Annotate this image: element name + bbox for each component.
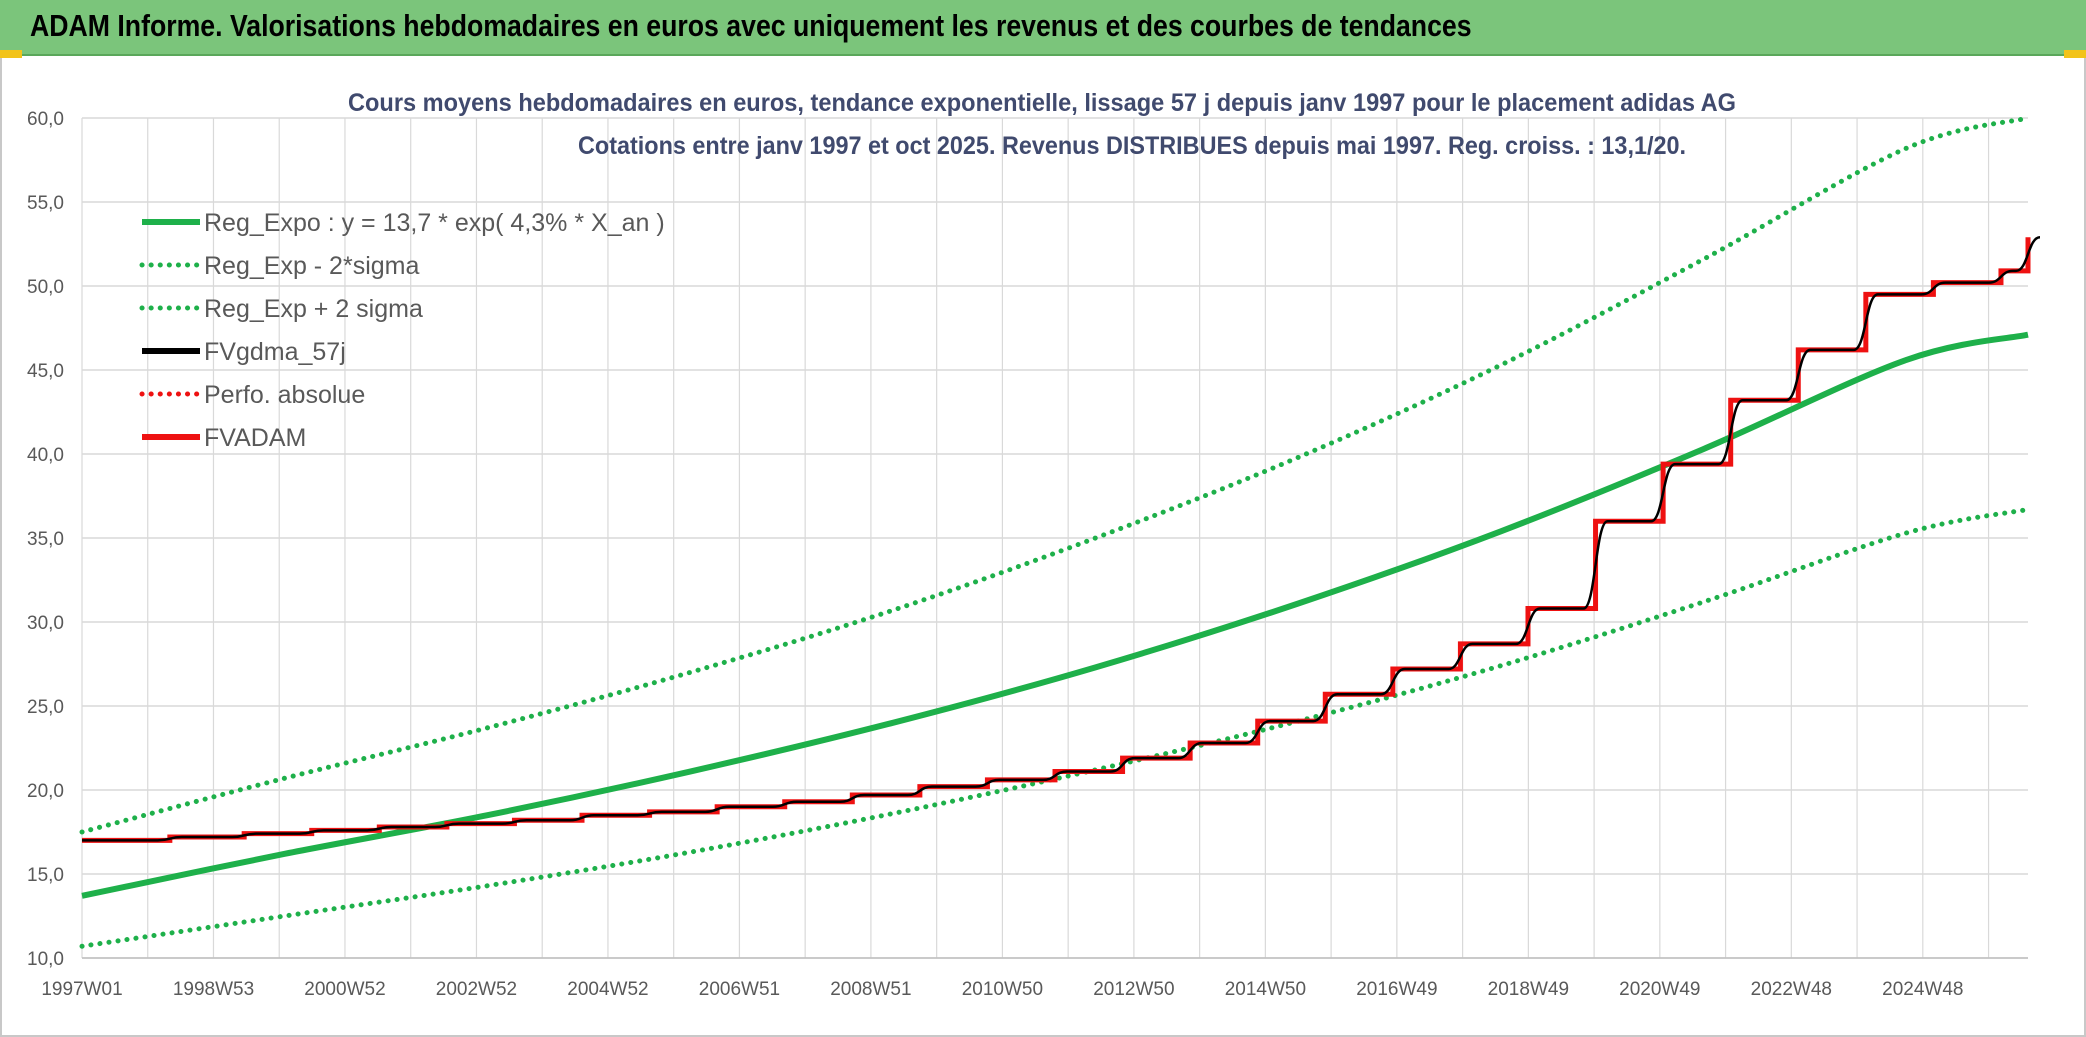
chart-svg: 10,0 15,0 20,0 25,0 30,0 35,0 40,0 45,0 50,0 55,0… [27, 89, 2041, 1000]
y-tick-label: 60,0 [27, 109, 64, 130]
series-group [79, 115, 2041, 949]
x-tick-label: 2014W50 [1225, 979, 1306, 1000]
y-tick-label: 45,0 [27, 361, 64, 382]
y-tick-label: 55,0 [27, 193, 64, 214]
chart-panel: 10,0 15,0 20,0 25,0 30,0 35,0 40,0 45,0 50,0 55,0… [0, 58, 2086, 1037]
legend-label: Perfo. absolue [204, 381, 365, 409]
header-bar: ADAM Informe. Valorisations hebdomadaire… [0, 0, 2086, 58]
y-tick-label: 15,0 [27, 865, 64, 886]
y-tick-label: 35,0 [27, 529, 64, 550]
x-axis-ticks: 1997W01 1998W53 2000W52 2002W52 2004W52 2006W… [41, 979, 1963, 1000]
x-tick-label: 2000W52 [304, 979, 385, 1000]
y-axis-ticks: 10,0 15,0 20,0 25,0 30,0 35,0 40,0 45,0 50,0 55,0… [27, 109, 64, 970]
series-line [79, 115, 2031, 835]
x-tick-label: 2010W50 [962, 979, 1043, 1000]
series-line [79, 506, 2031, 949]
chart-title: Cours moyens hebdomadaires en euros, ten… [348, 89, 1736, 117]
x-tick-label: 2004W52 [567, 979, 648, 1000]
x-tick-label: 2012W50 [1093, 979, 1174, 1000]
legend-label: FVgdma_57j [204, 338, 346, 366]
header-corner-left [0, 50, 22, 58]
y-tick-label: 30,0 [27, 613, 64, 634]
series-line [82, 236, 2041, 842]
x-tick-label: 1997W01 [41, 979, 122, 1000]
y-tick-label: 40,0 [27, 445, 64, 466]
chart-subtitle: Cotations entre janv 1997 et oct 2025. R… [578, 132, 1686, 160]
y-tick-label: 50,0 [27, 277, 64, 298]
x-tick-label: 2022W48 [1751, 979, 1832, 1000]
legend-label: Reg_Expo : y = 13,7 * exp( 4,3% * X_an ) [204, 209, 665, 237]
page-title: ADAM Informe. Valorisations hebdomadaire… [30, 8, 1472, 43]
x-tick-label: 1998W53 [173, 979, 254, 1000]
y-tick-label: 25,0 [27, 697, 64, 718]
x-tick-label: 2006W51 [699, 979, 780, 1000]
y-tick-label: 20,0 [27, 781, 64, 802]
legend-label: Reg_Exp + 2 sigma [204, 295, 423, 323]
x-tick-label: 2020W49 [1619, 979, 1700, 1000]
x-tick-label: 2016W49 [1356, 979, 1437, 1000]
series-line [82, 237, 2031, 843]
x-tick-label: 2024W48 [1882, 979, 1963, 1000]
x-tick-label: 2002W52 [436, 979, 517, 1000]
series-line [81, 331, 2029, 899]
x-tick-label: 2008W51 [830, 979, 911, 1000]
legend: Reg_Expo : y = 13,7 * exp( 4,3% * X_an )… [139, 209, 665, 452]
legend-label: FVADAM [204, 424, 306, 452]
x-tick-label: 2018W49 [1488, 979, 1569, 1000]
header-corner-right [2064, 50, 2086, 58]
grid [81, 117, 2028, 959]
y-tick-label: 10,0 [27, 949, 64, 970]
legend-label: Reg_Exp - 2*sigma [204, 252, 419, 280]
